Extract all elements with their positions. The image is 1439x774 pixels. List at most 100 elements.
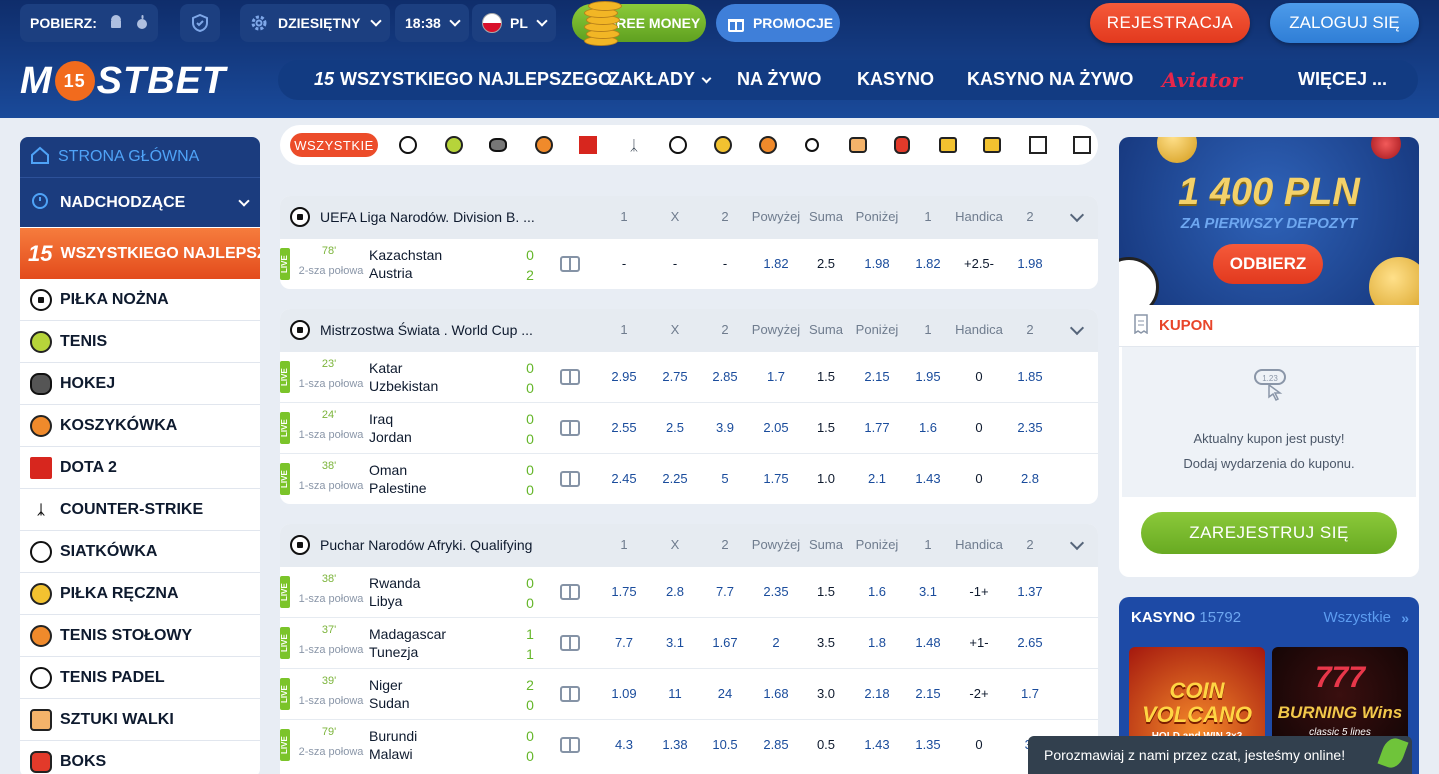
league-header[interactable]: Mistrzostwa Świata . World Cup ... 1 X 2…: [280, 309, 1098, 351]
odd-cell[interactable]: 2.15: [915, 686, 941, 701]
odd-cell[interactable]: 1.68: [763, 686, 789, 701]
odd-cell[interactable]: 1.7: [1020, 686, 1040, 701]
android-icon[interactable]: [107, 14, 125, 32]
event-row[interactable]: LIVE 37' 1-sza połowa Madagascar Tunezja…: [280, 617, 1098, 668]
odd-cell[interactable]: 7.7: [614, 635, 634, 650]
sidebar-item-table-tennis[interactable]: TENIS STOŁOWY: [20, 615, 260, 657]
odd-cell[interactable]: 1.7: [766, 369, 786, 384]
sidebar-item-volleyball[interactable]: SIATKÓWKA: [20, 531, 260, 573]
odds-format-select[interactable]: DZIESIĘTNY: [240, 4, 390, 42]
nav-item-live-casino[interactable]: KASYNO NA ŻYWO: [967, 69, 1134, 89]
soldier-icon[interactable]: ᛣ: [629, 137, 639, 153]
odd-cell[interactable]: 2.35: [1017, 420, 1043, 435]
padel-racket-icon[interactable]: [802, 135, 822, 155]
motorsport-icon[interactable]: [982, 135, 1002, 155]
odd-cell[interactable]: 1.75: [763, 471, 789, 486]
casino-all-link[interactable]: Wszystkie: [1323, 609, 1392, 626]
sidebar-item-hockey[interactable]: HOKEJ: [20, 363, 260, 405]
soccer-icon[interactable]: [398, 135, 418, 155]
odd-cell[interactable]: 2.65: [1017, 635, 1043, 650]
sidebar-item-handball[interactable]: PIŁKA RĘCZNA: [20, 573, 260, 615]
field-stats-icon[interactable]: [560, 471, 580, 487]
odd-cell[interactable]: 2.1: [867, 471, 887, 486]
event-row[interactable]: LIVE 38' 1-sza połowa Oman Palestine 0 0…: [280, 453, 1098, 504]
boxing-glove-icon[interactable]: [892, 135, 912, 155]
odd-cell[interactable]: 2.55: [611, 420, 637, 435]
odd-cell[interactable]: 3.1: [665, 635, 685, 650]
odd-cell[interactable]: 1.75: [611, 584, 637, 599]
sidebar-item-home[interactable]: STRONA GŁÓWNA: [20, 137, 260, 177]
odd-cell[interactable]: 11: [668, 686, 682, 701]
mma-icon[interactable]: [938, 135, 958, 155]
martial-arts-icon[interactable]: [848, 135, 868, 155]
promotions-button[interactable]: PROMOCJE: [716, 4, 840, 42]
field-stats-icon[interactable]: [560, 686, 580, 702]
odd-cell[interactable]: 2.18: [864, 686, 890, 701]
odd-cell[interactable]: 5: [721, 471, 729, 486]
event-row[interactable]: LIVE 24' 1-sza połowa Iraq Jordan 0 0 2.…: [280, 402, 1098, 453]
sidebar-item-dota2[interactable]: DOTA 2: [20, 447, 260, 489]
odd-cell[interactable]: -: [672, 256, 678, 271]
esports-icon[interactable]: [1028, 135, 1048, 155]
double-chevron-right-icon[interactable]: »: [1401, 610, 1409, 626]
odd-cell[interactable]: 1.67: [712, 635, 738, 650]
nav-item-aviator[interactable]: Aviator: [1162, 68, 1242, 92]
ping-pong-icon[interactable]: [758, 135, 778, 155]
odd-cell[interactable]: 2.85: [712, 369, 738, 384]
chevron-down-icon[interactable]: [1069, 535, 1085, 551]
event-row[interactable]: LIVE 39' 1-sza połowa Niger Sudan 2 0 1.…: [280, 668, 1098, 719]
odd-cell[interactable]: 2: [772, 635, 780, 650]
sidebar-item-basketball[interactable]: KOSZYKÓWKA: [20, 405, 260, 447]
sidebar-item-padel[interactable]: TENIS PADEL: [20, 657, 260, 699]
volleyball-icon[interactable]: [668, 135, 688, 155]
sidebar-item-martial-arts[interactable]: SZTUKI WALKI: [20, 699, 260, 741]
odd-cell[interactable]: 24: [717, 686, 733, 701]
odd-cell[interactable]: 2.85: [763, 737, 789, 752]
odd-cell[interactable]: 1.09: [611, 686, 637, 701]
security-button[interactable]: [180, 4, 220, 42]
odd-cell[interactable]: -: [722, 256, 728, 271]
odd-cell[interactable]: 2.95: [611, 369, 637, 384]
apple-icon[interactable]: [133, 14, 151, 32]
odd-cell[interactable]: 1.85: [1017, 369, 1043, 384]
field-stats-icon[interactable]: [560, 256, 580, 272]
sidebar-item-counter-strike[interactable]: ᛣ COUNTER-STRIKE: [20, 489, 260, 531]
login-button[interactable]: ZALOGUJ SIĘ: [1270, 3, 1419, 43]
nav-item-bets[interactable]: ZAKŁADY: [609, 69, 712, 90]
language-select[interactable]: PL: [472, 4, 556, 42]
odd-cell[interactable]: 1.48: [915, 635, 941, 650]
odd-cell[interactable]: 2.45: [611, 471, 637, 486]
odd-cell[interactable]: 1.8: [867, 635, 887, 650]
odd-cell[interactable]: -: [621, 256, 627, 271]
odd-cell[interactable]: 10.5: [712, 737, 738, 752]
odd-cell[interactable]: 1.43: [864, 737, 890, 752]
event-row[interactable]: LIVE 79' 2-sza połowa Burundi Malawi 0 0…: [280, 719, 1098, 770]
odd-cell[interactable]: 1.38: [662, 737, 688, 752]
register-coupon-button[interactable]: ZAREJESTRUJ SIĘ: [1141, 512, 1397, 554]
odd-cell[interactable]: 1.98: [864, 256, 890, 271]
field-stats-icon[interactable]: [560, 369, 580, 385]
sidebar-item-best[interactable]: 15 WSZYSTKIEGO NAJLEPSZEGO: [20, 228, 260, 279]
odd-cell[interactable]: 2.5: [665, 420, 685, 435]
basketball-icon[interactable]: [534, 135, 554, 155]
hockey-puck-icon[interactable]: [488, 135, 508, 155]
handball-icon[interactable]: [713, 135, 733, 155]
event-row[interactable]: LIVE 78' 2-sza połowa Kazachstan Austria…: [280, 238, 1098, 289]
mostbet-logo[interactable]: M 15 STBET: [20, 60, 226, 102]
event-row[interactable]: LIVE 23' 1-sza połowa Katar Uzbekistan 0…: [280, 351, 1098, 402]
sidebar-item-boxing[interactable]: BOKS: [20, 741, 260, 774]
odd-cell[interactable]: 1.35: [915, 737, 941, 752]
odd-cell[interactable]: 1.6: [867, 584, 887, 599]
odd-cell[interactable]: 2.15: [864, 369, 890, 384]
odd-cell[interactable]: 2.8: [1020, 471, 1040, 486]
nav-item-live[interactable]: NA ŻYWO: [737, 69, 822, 89]
odd-cell[interactable]: 2.8: [665, 584, 685, 599]
live-chat-bar[interactable]: Porozmawiaj z nami przez czat, jesteśmy …: [1028, 735, 1412, 774]
deposit-bonus-banner[interactable]: 1 400 PLN ZA PIERWSZY DEPOZYT ODBIERZ: [1119, 137, 1419, 307]
field-stats-icon[interactable]: [560, 584, 580, 600]
nav-item-casino[interactable]: KASYNO: [857, 69, 935, 89]
odd-cell[interactable]: 2.75: [662, 369, 688, 384]
odd-cell[interactable]: 1.95: [915, 369, 941, 384]
dota-icon[interactable]: [578, 135, 598, 155]
field-stats-icon[interactable]: [560, 635, 580, 651]
